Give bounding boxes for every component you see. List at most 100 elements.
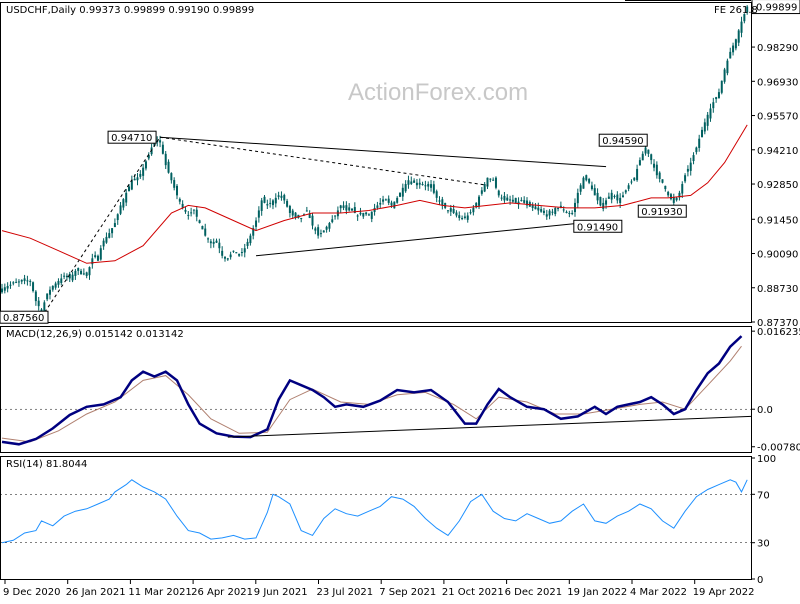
candle-body (46, 293, 49, 300)
candle-body (562, 209, 565, 211)
x-tick-label: 19 Jan 2022 (567, 587, 627, 598)
rsi-y-tick-label: 0 (757, 575, 763, 586)
candle-body (382, 199, 385, 202)
rsi-panel-frame (0, 456, 752, 580)
candle-body (122, 199, 125, 208)
candle-body (238, 253, 241, 256)
candle-body (655, 164, 658, 176)
candle-body (613, 195, 616, 197)
candle-body (161, 144, 164, 154)
candle-body (548, 210, 551, 216)
price-y-tick-label: 0.98290 (757, 43, 798, 54)
candle-body (108, 233, 111, 238)
candle-body (432, 184, 435, 193)
candle-body (178, 198, 181, 202)
candle-body (257, 210, 260, 218)
price-annotation-box (637, 204, 687, 218)
candle-body (449, 208, 452, 212)
price-annotation-box (598, 133, 648, 147)
candle-body (542, 210, 545, 213)
candle-body (215, 240, 218, 243)
macd-y-tick-label: 0.016235 (757, 327, 800, 338)
candle-body (260, 200, 263, 211)
candle-body (91, 258, 94, 265)
candle-body (523, 200, 526, 203)
candle-body (678, 192, 681, 198)
candle-body (740, 21, 743, 33)
candle-body (407, 180, 410, 185)
candle-body (252, 228, 255, 236)
candle-body (706, 114, 709, 126)
candle-body (404, 184, 407, 192)
candle-body (308, 213, 311, 219)
candle-body (633, 177, 636, 181)
candle-body (511, 199, 514, 202)
candle-body (204, 228, 207, 236)
candle-body (647, 149, 650, 154)
candle-body (96, 255, 99, 261)
candle-body (60, 278, 63, 283)
candle-body (77, 268, 80, 271)
candle-body (65, 275, 68, 278)
candle-body (712, 102, 715, 109)
candle-body (1, 288, 3, 293)
candle-body (734, 39, 737, 49)
candle-body (164, 153, 167, 166)
candle-body (209, 241, 212, 244)
candle-body (142, 167, 145, 176)
candle-body (669, 194, 672, 200)
candle-body (517, 201, 520, 205)
x-tick-label: 26 Jan 2021 (66, 587, 126, 598)
candle-body (455, 212, 458, 216)
candle-body (410, 181, 413, 184)
candle-body (602, 202, 605, 209)
candle-body (243, 248, 246, 253)
current-price-tag (751, 0, 800, 15)
price-annotation-label: 0.91930 (641, 207, 682, 218)
price-y-tick-label: 0.88730 (757, 284, 798, 295)
candle-body (415, 182, 418, 186)
candle-body (266, 204, 269, 206)
candle-body (568, 212, 571, 214)
candle-body (221, 250, 224, 256)
candle-body (207, 238, 210, 240)
candle-body (43, 302, 46, 312)
candle-body (17, 281, 20, 283)
candle-body (195, 209, 198, 217)
candle-body (475, 202, 478, 208)
candle-body (99, 248, 102, 260)
candle-body (201, 226, 204, 230)
candle-body (610, 192, 613, 200)
candle-body (130, 180, 133, 190)
candle-body (593, 188, 596, 196)
candle-body (20, 279, 23, 282)
candle-body (15, 281, 18, 283)
candle-body (226, 258, 229, 260)
rsi-line (1, 479, 748, 544)
candle-body (384, 199, 387, 201)
candle-body (147, 155, 150, 159)
candle-body (497, 190, 500, 196)
candle-body (588, 178, 591, 183)
candle-body (607, 196, 610, 199)
candle-body (376, 205, 379, 208)
candle-body (675, 197, 678, 201)
trendline (255, 220, 607, 257)
candle-body (274, 197, 277, 204)
candle-body (271, 200, 274, 206)
candle-body (288, 206, 291, 213)
macd-trendline (227, 415, 752, 438)
x-tick-label: 23 Jul 2021 (317, 587, 374, 598)
candle-body (461, 218, 464, 220)
candle-body (619, 197, 622, 203)
candle-body (283, 195, 286, 201)
candle-body (319, 233, 322, 235)
candle-body (480, 190, 483, 194)
candle-body (393, 201, 396, 209)
candle-body (503, 195, 506, 201)
candle-body (483, 184, 486, 192)
candle-body (125, 192, 128, 203)
candle-body (325, 226, 328, 230)
candle-body (446, 210, 449, 212)
candle-body (526, 200, 529, 206)
